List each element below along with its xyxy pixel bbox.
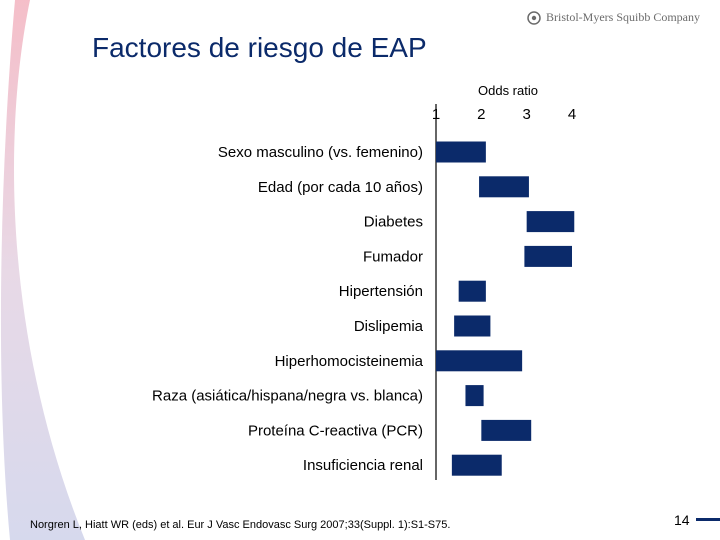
category-label: Fumador xyxy=(363,248,423,265)
odds-ratio-bar xyxy=(451,454,502,476)
x-tick-label: 4 xyxy=(568,106,576,123)
page-number: 14 xyxy=(674,512,690,528)
category-label: Insuficiencia renal xyxy=(303,457,423,474)
x-tick-label: 2 xyxy=(477,106,485,123)
axis-title: Odds ratio xyxy=(478,83,538,98)
company-logo: Bristol-Myers Squibb Company xyxy=(527,10,700,25)
odds-ratio-bar xyxy=(436,350,523,372)
odds-ratio-bar xyxy=(526,211,575,233)
odds-ratio-bar xyxy=(465,385,484,407)
odds-ratio-bar xyxy=(479,176,529,198)
odds-ratio-bar xyxy=(454,315,491,337)
category-label: Proteína C-reactiva (PCR) xyxy=(248,422,423,439)
odds-ratio-bar xyxy=(524,245,572,267)
page-number-accent xyxy=(696,518,720,521)
footnote-citation: Norgren L, Hiatt WR (eds) et al. Eur J V… xyxy=(30,519,451,531)
category-label: Hipertensión xyxy=(339,283,423,300)
category-label: Raza (asiática/hispana/negra vs. blanca) xyxy=(152,388,423,405)
category-label: Sexo masculino (vs. femenino) xyxy=(218,144,423,161)
odds-ratio-bar xyxy=(458,280,486,302)
category-label: Dislipemia xyxy=(354,318,424,335)
bms-logo-icon xyxy=(527,10,541,25)
x-tick-label: 3 xyxy=(522,106,530,123)
odds-ratio-bar xyxy=(481,419,532,441)
company-name: Bristol-Myers Squibb Company xyxy=(545,10,700,24)
slide-title: Factores de riesgo de EAP xyxy=(92,32,427,63)
category-label: Diabetes xyxy=(364,214,423,231)
category-label: Edad (por cada 10 años) xyxy=(258,179,423,196)
category-label: Hiperhomocisteinemia xyxy=(275,353,424,370)
odds-ratio-bar xyxy=(436,141,486,163)
